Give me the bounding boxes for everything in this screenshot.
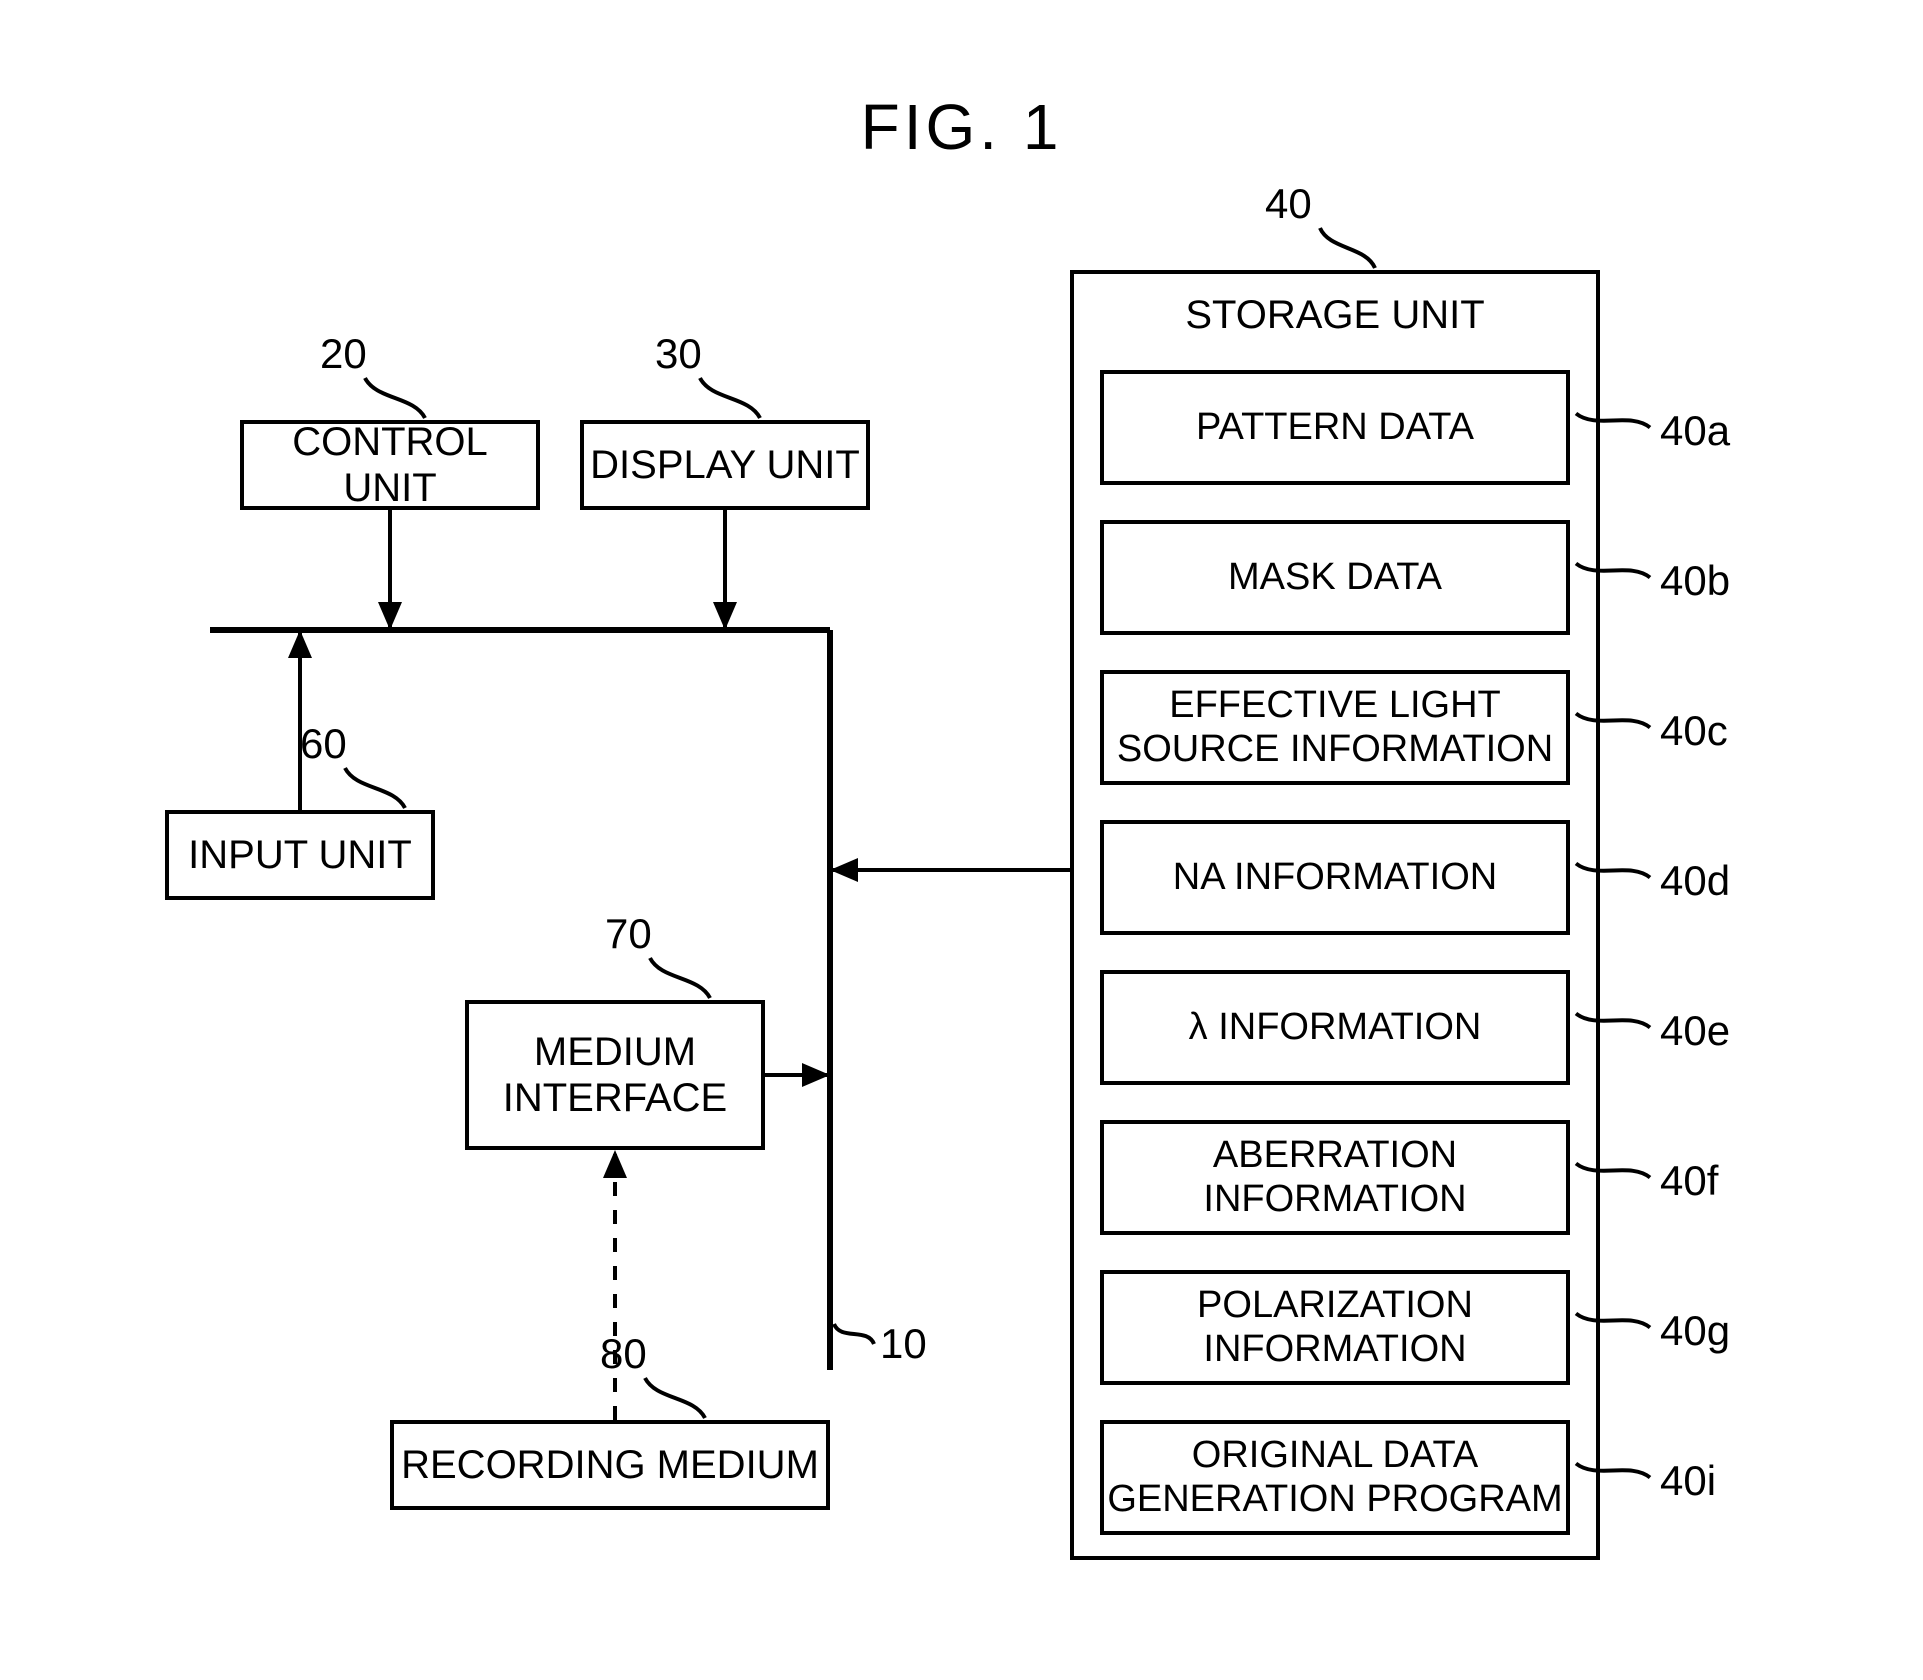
display-unit-label: DISPLAY UNIT: [590, 442, 860, 488]
ref-10: 10: [880, 1320, 927, 1368]
ref-40a: 40a: [1660, 407, 1730, 455]
storage-item-40d-label: NA INFORMATION: [1173, 856, 1497, 900]
input-unit-label: INPUT UNIT: [188, 832, 412, 878]
storage-item-40f: ABERRATION INFORMATION: [1100, 1120, 1570, 1235]
storage-item-40a: PATTERN DATA: [1100, 370, 1570, 485]
ref-40f: 40f: [1660, 1157, 1718, 1205]
storage-item-40a-label: PATTERN DATA: [1196, 406, 1474, 450]
figure-title: FIG. 1: [0, 90, 1923, 164]
storage-item-40g: POLARIZATION INFORMATION: [1100, 1270, 1570, 1385]
control-unit-label: CONTROL UNIT: [244, 419, 536, 511]
storage-item-40g-label: POLARIZATION INFORMATION: [1197, 1284, 1473, 1371]
ref-80: 80: [600, 1330, 647, 1378]
storage-item-40i-label: ORIGINAL DATA GENERATION PROGRAM: [1107, 1434, 1562, 1521]
ref-40: 40: [1265, 180, 1312, 228]
storage-item-40c: EFFECTIVE LIGHT SOURCE INFORMATION: [1100, 670, 1570, 785]
storage-item-40c-label: EFFECTIVE LIGHT SOURCE INFORMATION: [1117, 684, 1553, 771]
ref-40e: 40e: [1660, 1007, 1730, 1055]
ref-40i: 40i: [1660, 1457, 1716, 1505]
ref-60: 60: [300, 720, 347, 768]
storage-item-40d: NA INFORMATION: [1100, 820, 1570, 935]
storage-item-40f-label: ABERRATION INFORMATION: [1203, 1134, 1466, 1221]
ref-70: 70: [605, 910, 652, 958]
storage-item-40i: ORIGINAL DATA GENERATION PROGRAM: [1100, 1420, 1570, 1535]
ref-40b: 40b: [1660, 557, 1730, 605]
storage-item-40b-label: MASK DATA: [1228, 556, 1442, 600]
storage-item-40b: MASK DATA: [1100, 520, 1570, 635]
ref-40c: 40c: [1660, 707, 1728, 755]
ref-20: 20: [320, 330, 367, 378]
ref-40g: 40g: [1660, 1307, 1730, 1355]
ref-30: 30: [655, 330, 702, 378]
storage-item-40e: λ INFORMATION: [1100, 970, 1570, 1085]
medium-if-label: MEDIUM INTERFACE: [503, 1029, 727, 1121]
storage-item-40e-label: λ INFORMATION: [1189, 1006, 1482, 1050]
storage-unit-title: STORAGE UNIT: [1074, 292, 1596, 352]
display-unit: DISPLAY UNIT: [580, 420, 870, 510]
control-unit: CONTROL UNIT: [240, 420, 540, 510]
medium-if: MEDIUM INTERFACE: [465, 1000, 765, 1150]
recording: RECORDING MEDIUM: [390, 1420, 830, 1510]
input-unit: INPUT UNIT: [165, 810, 435, 900]
recording-label: RECORDING MEDIUM: [401, 1442, 819, 1488]
ref-40d: 40d: [1660, 857, 1730, 905]
